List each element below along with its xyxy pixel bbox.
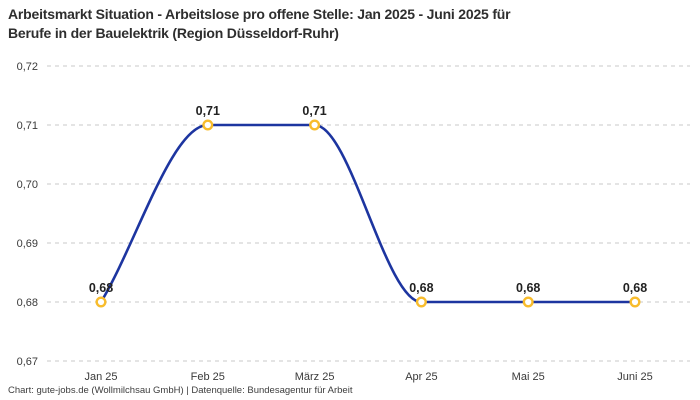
chart-title: Arbeitsmarkt Situation - Arbeitslose pro… <box>8 6 511 41</box>
data-point-marker <box>522 296 534 308</box>
data-point-label: 0,71 <box>196 104 220 118</box>
data-point-label: 0,68 <box>623 281 647 295</box>
y-tick-label: 0,72 <box>17 61 38 73</box>
data-point-marker <box>629 296 641 308</box>
chart-attribution: Chart: gute-jobs.de (Wollmilchsau GmbH) … <box>8 385 353 396</box>
y-tick-label: 0,70 <box>17 179 38 191</box>
data-point-label: 0,68 <box>516 281 540 295</box>
x-tick-label: Apr 25 <box>405 371 437 383</box>
trend-line <box>99 123 637 304</box>
x-tick-label: März 25 <box>295 371 335 383</box>
x-tick-label: Feb 25 <box>191 371 225 383</box>
y-tick-label: 0,69 <box>17 238 38 250</box>
data-point-marker <box>415 296 427 308</box>
data-point-marker <box>309 119 321 131</box>
y-tick-label: 0,68 <box>17 297 38 309</box>
data-point-label: 0,71 <box>302 104 326 118</box>
y-tick-label: 0,67 <box>17 356 38 368</box>
y-tick-label: 0,71 <box>17 120 38 132</box>
x-tick-label: Jan 25 <box>84 371 117 383</box>
data-point-label: 0,68 <box>409 281 433 295</box>
data-point-marker <box>202 119 214 131</box>
data-point-label: 0,68 <box>89 281 113 295</box>
x-tick-label: Mai 25 <box>512 371 545 383</box>
x-tick-label: Juni 25 <box>617 371 652 383</box>
data-point-marker <box>95 296 107 308</box>
